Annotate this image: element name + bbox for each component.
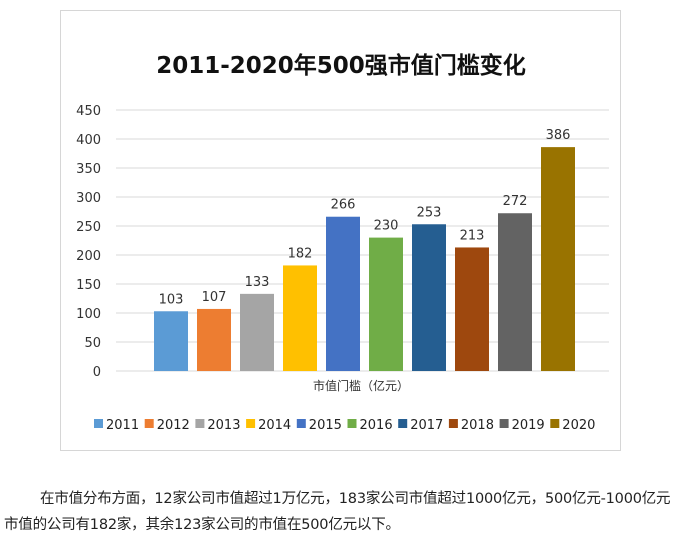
legend-label-2018: 2018 bbox=[461, 418, 494, 433]
y-tick-label: 150 bbox=[76, 278, 101, 293]
data-label-2016: 230 bbox=[374, 219, 399, 234]
legend: 2011 2012 2013 2014 2015 2016 2017 2018 2019 2020 bbox=[94, 418, 595, 433]
legend-swatch-2017 bbox=[398, 419, 408, 428]
legend-swatch-2011 bbox=[94, 419, 103, 428]
bar-2015 bbox=[326, 216, 360, 371]
bar-2014 bbox=[283, 265, 317, 371]
data-label-2012: 107 bbox=[202, 290, 227, 305]
y-tick-label: 400 bbox=[76, 133, 101, 148]
legend-swatch-2020 bbox=[550, 419, 560, 428]
legend-label-2017: 2017 bbox=[410, 418, 443, 433]
bar-2017 bbox=[412, 224, 446, 371]
bar-2012 bbox=[197, 308, 231, 371]
legend-swatch-2019 bbox=[499, 419, 509, 428]
bar-chart: 2011-2020年500强市值门槛变化 0 50 100 150 200 250 300 3… bbox=[76, 52, 609, 433]
legend-swatch-2012 bbox=[144, 419, 154, 428]
gridlines bbox=[116, 109, 609, 372]
legend-label-2020: 2020 bbox=[562, 418, 595, 433]
y-tick-label: 250 bbox=[76, 220, 101, 235]
legend-label-2013: 2013 bbox=[207, 418, 240, 433]
legend-label-2012: 2012 bbox=[157, 418, 190, 433]
y-tick-label: 450 bbox=[76, 104, 101, 119]
legend-label-2015: 2015 bbox=[309, 418, 342, 433]
data-label-2015: 266 bbox=[331, 198, 356, 213]
y-tick-label: 100 bbox=[76, 307, 101, 322]
bars bbox=[154, 147, 575, 371]
chart-frame: 2011-2020年500强市值门槛变化 0 50 100 150 200 250 300 3… bbox=[60, 10, 621, 451]
caption-paragraph: 在市值分布方面，12家公司市值超过1万亿元，183家公司市值超过1000亿元，5… bbox=[4, 491, 671, 533]
legend-swatch-2015 bbox=[296, 419, 306, 428]
y-tick-label: 200 bbox=[76, 249, 101, 264]
data-label-2014: 182 bbox=[288, 246, 313, 261]
data-label-2020: 386 bbox=[546, 128, 571, 143]
x-axis-title: 市值门槛（亿元） bbox=[313, 378, 409, 393]
y-tick-label: 0 bbox=[93, 365, 101, 380]
bar-2020 bbox=[541, 147, 575, 371]
legend-swatch-2013 bbox=[195, 419, 205, 428]
bar-2016 bbox=[369, 237, 403, 371]
y-tick-label: 50 bbox=[84, 336, 101, 351]
data-label-2013: 133 bbox=[245, 275, 270, 290]
legend-swatch-2016 bbox=[347, 419, 357, 428]
data-label-2011: 103 bbox=[159, 292, 184, 307]
legend-label-2016: 2016 bbox=[360, 418, 393, 433]
legend-label-2019: 2019 bbox=[512, 418, 545, 433]
data-labels: 103 107 133 182 266 230 253 213 272 386 bbox=[159, 128, 571, 307]
legend-swatch-2018 bbox=[448, 419, 458, 428]
legend-label-2011: 2011 bbox=[106, 418, 139, 433]
bar-2011 bbox=[154, 311, 188, 371]
legend-swatch-2014 bbox=[246, 419, 256, 428]
data-label-2017: 253 bbox=[417, 205, 442, 220]
data-label-2019: 272 bbox=[503, 194, 528, 209]
y-tick-label: 350 bbox=[76, 162, 101, 177]
bar-2018 bbox=[455, 247, 489, 371]
bar-2013 bbox=[240, 293, 274, 371]
legend-label-2014: 2014 bbox=[258, 418, 291, 433]
y-tick-label: 300 bbox=[76, 191, 101, 206]
bar-2019 bbox=[498, 213, 532, 371]
y-axis-ticks: 0 50 100 150 200 250 300 350 400 450 bbox=[76, 104, 101, 380]
chart-title: 2011-2020年500强市值门槛变化 bbox=[156, 52, 526, 79]
data-label-2018: 213 bbox=[460, 228, 485, 243]
